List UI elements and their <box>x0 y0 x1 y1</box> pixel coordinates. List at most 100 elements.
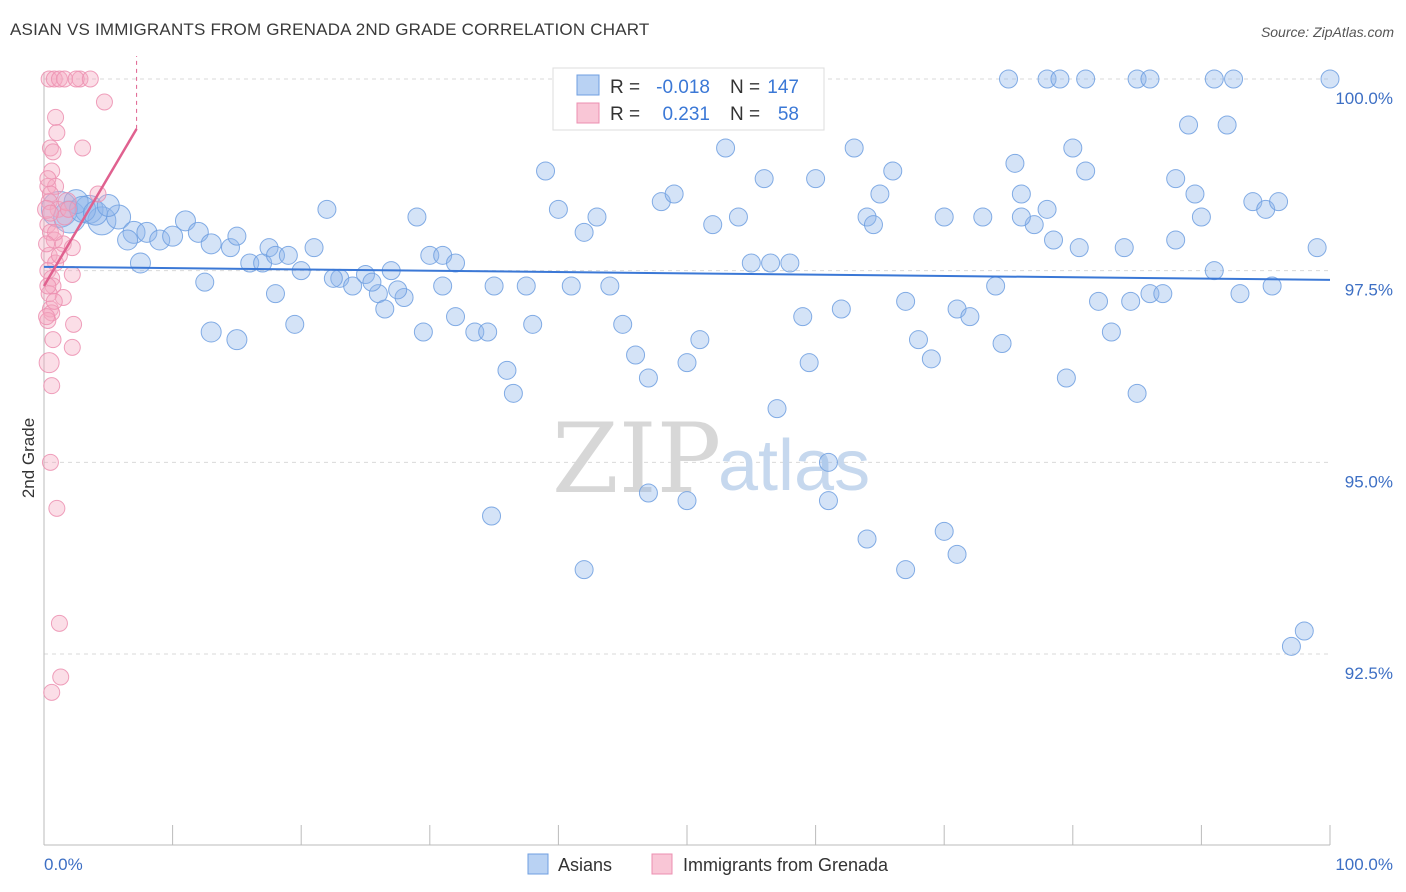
watermark: ZIP atlas <box>552 403 870 515</box>
series-0-point <box>220 238 240 258</box>
legend-r-value-1: -0.018 <box>656 77 710 98</box>
series-1-point <box>47 223 65 241</box>
series-0-point <box>587 207 607 227</box>
series-0-point <box>388 280 408 300</box>
series-0-point <box>1179 115 1199 135</box>
series-0-point <box>690 330 710 350</box>
legend-r-value-2: 0.231 <box>662 104 710 125</box>
series-0-point <box>780 253 800 273</box>
y-tick-label-3: 92.5% <box>1345 664 1393 683</box>
series-0-point <box>992 334 1012 353</box>
bottom-legend-label-grenada: Immigrants from Grenada <box>683 855 889 875</box>
series-1-point <box>74 139 92 157</box>
series-0-point <box>1005 153 1025 173</box>
series-0-point <box>741 253 761 273</box>
series-1-point <box>52 668 70 686</box>
series-0-point <box>503 383 523 403</box>
series-0-point <box>1204 261 1224 281</box>
series-0-point <box>677 353 697 373</box>
legend-swatch-asians <box>576 74 600 96</box>
series-0-point <box>1121 291 1141 311</box>
series-0-point <box>677 491 697 511</box>
y-axis-label: 2nd Grade <box>19 418 38 498</box>
series-0-point <box>716 138 736 158</box>
series-0-point <box>484 276 504 296</box>
series-1-point <box>44 143 62 161</box>
y-tick-label-0: 100.0% <box>1335 89 1393 108</box>
series-0-point <box>1063 138 1083 158</box>
series-1-point <box>40 70 58 88</box>
series-0-point <box>259 238 279 258</box>
series-1-point <box>39 170 57 188</box>
series-0-point <box>1101 322 1121 342</box>
y-tick-labels: 100.0% 97.5% 95.0% 92.5% <box>1335 89 1393 683</box>
series-0-point <box>908 330 928 350</box>
series-0-point <box>896 291 916 311</box>
series-0-point <box>1089 291 1109 311</box>
series-0-point <box>413 322 433 342</box>
series-0-point <box>1281 636 1301 656</box>
series-0-point <box>896 560 916 580</box>
series-0-point <box>638 368 658 388</box>
series-0-point <box>1224 69 1244 89</box>
series-0-point <box>200 233 222 255</box>
series-0-point <box>548 199 568 219</box>
series-1-point <box>63 266 81 283</box>
series-1-point <box>45 70 63 88</box>
series-0-point <box>793 307 813 327</box>
series-1-point <box>65 315 83 333</box>
series-0-point <box>278 245 298 265</box>
series-1-point <box>54 289 72 306</box>
series-0-point <box>638 483 658 503</box>
series-0-point <box>1185 184 1205 204</box>
series-0-point <box>343 276 363 296</box>
series-1-points <box>37 70 113 701</box>
series-0-point <box>1050 69 1070 89</box>
series-0-point <box>600 276 620 296</box>
series-0-point <box>973 207 993 227</box>
series-0-point <box>304 238 324 258</box>
legend-n-label-1: N = <box>730 77 760 98</box>
series-0-point <box>664 184 684 204</box>
series-1-point <box>67 70 85 88</box>
series-0-point <box>433 276 453 296</box>
series-0-point <box>227 226 247 246</box>
series-0-point <box>1037 199 1057 219</box>
legend-r-label-2: R = <box>610 104 640 125</box>
series-0-point <box>1127 383 1147 403</box>
series-0-point <box>818 491 838 511</box>
bottom-legend-swatch-asians <box>527 853 549 875</box>
series-0-point <box>362 272 382 292</box>
series-0-point <box>947 544 967 564</box>
series-0-point <box>1114 238 1134 258</box>
series-0-point <box>1320 69 1340 89</box>
series-1-point <box>45 292 63 310</box>
series-0-point <box>446 307 466 327</box>
series-0-point <box>767 399 787 419</box>
legend-swatch-grenada <box>576 102 600 124</box>
chart-title: ASIAN VS IMMIGRANTS FROM GRENADA 2ND GRA… <box>10 20 650 39</box>
series-0-point <box>1166 230 1186 250</box>
series-0-point <box>960 307 980 327</box>
series-0-point <box>921 349 941 369</box>
series-0-point <box>323 268 343 288</box>
series-0-point <box>497 360 517 380</box>
series-0-points <box>40 69 1340 656</box>
series-0-point <box>1044 230 1064 250</box>
series-1-point <box>47 108 65 126</box>
series-0-point <box>149 229 171 251</box>
series-0-point <box>226 329 248 351</box>
legend-r-label-1: R = <box>610 77 640 98</box>
series-1-point <box>50 614 68 632</box>
series-0-point <box>446 253 466 273</box>
series-1-point <box>38 308 56 326</box>
watermark-zip: ZIP <box>552 403 721 515</box>
series-0-point <box>728 207 748 227</box>
series-0-point <box>1230 284 1250 304</box>
series-0-point <box>799 353 819 373</box>
series-0-point <box>831 299 851 319</box>
series-0-point <box>934 521 954 541</box>
series-0-point <box>291 261 311 281</box>
series-0-point <box>1269 192 1289 212</box>
series-0-point <box>1069 238 1089 258</box>
